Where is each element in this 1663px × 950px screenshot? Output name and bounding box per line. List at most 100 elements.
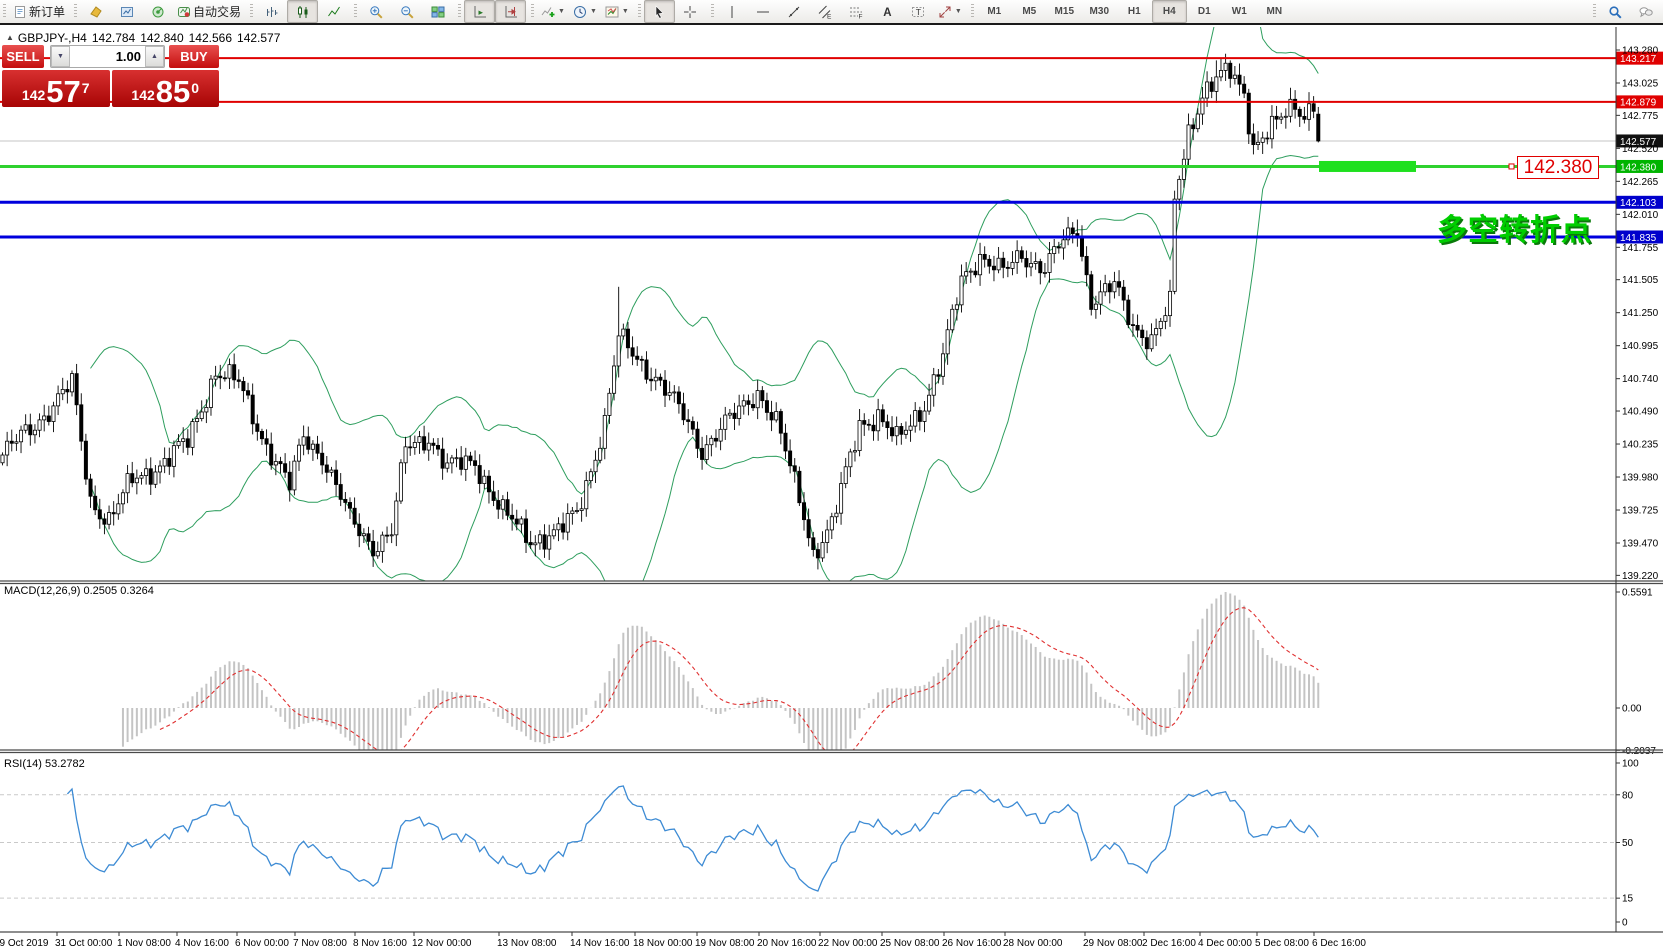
autotrading-button-label: 自动交易 [193, 5, 242, 19]
tf-m15-button[interactable]: M15 [1054, 6, 1074, 17]
svg-text:5 Dec 08:00: 5 Dec 08:00 [1255, 938, 1309, 949]
svg-text:142.879: 142.879 [1620, 98, 1657, 109]
tile-windows-button[interactable] [422, 0, 453, 23]
chat-icon [1639, 5, 1653, 19]
open-value: 142.784 [91, 31, 136, 45]
text-label-button[interactable]: T [903, 0, 934, 23]
svg-text:139.220: 139.220 [1622, 571, 1659, 582]
svg-text:140.995: 140.995 [1622, 341, 1659, 352]
tf-h4-button[interactable]: H4 [1151, 0, 1187, 23]
svg-text:141.250: 141.250 [1622, 308, 1659, 319]
auto-scroll-button[interactable] [464, 0, 496, 23]
svg-text:8 Nov 16:00: 8 Nov 16:00 [353, 938, 407, 949]
price-badge [1616, 51, 1663, 65]
buy-price-panel[interactable]: 142 85 0 [111, 70, 219, 107]
tf-h1-button[interactable]: H1 [1127, 6, 1141, 17]
svg-text:0.00: 0.00 [1622, 704, 1642, 715]
line-chart-button[interactable] [318, 0, 349, 23]
svg-text:12 Nov 00:00: 12 Nov 00:00 [412, 938, 472, 949]
periods-button[interactable]: ▼ [569, 0, 601, 23]
high-value: 142.840 [140, 31, 184, 45]
sell-price-panel[interactable]: 142 57 7 [2, 70, 110, 107]
price-level-flag[interactable]: 142.380 [1517, 156, 1599, 179]
volume-stepper: ▼ ▲ [50, 45, 165, 68]
zoom-in-button[interactable] [360, 0, 391, 23]
arrows-button[interactable]: ▼ [934, 0, 966, 23]
channel-button[interactable]: E [810, 0, 841, 23]
search-button[interactable] [1599, 0, 1630, 23]
svg-text:0.5591: 0.5591 [1622, 587, 1653, 598]
templates-button[interactable]: ▼ [601, 0, 633, 23]
bollinger-lower-band [90, 154, 1319, 581]
shift-icon [504, 5, 518, 19]
turning-point-annotation[interactable]: 多空转折点 [1437, 214, 1592, 247]
price-badge [1616, 95, 1663, 109]
tf-w1-button[interactable]: W1 [1231, 6, 1247, 17]
svg-text:20 Nov 16:00: 20 Nov 16:00 [757, 938, 817, 949]
signals-button[interactable] [142, 0, 173, 23]
bar-chart-button[interactable] [256, 0, 287, 23]
market-watch-button[interactable] [111, 0, 142, 23]
svg-text:6 Dec 16:00: 6 Dec 16:00 [1312, 938, 1366, 949]
tf-mn-button[interactable]: MN [1266, 6, 1283, 17]
autotrading-button[interactable]: 自动交易 [173, 0, 245, 23]
chart-title: ▲ GBPJPY-,H4 142.784 142.840 142.566 142.577 [6, 31, 280, 45]
svg-text:29 Oct 2019: 29 Oct 2019 [0, 938, 49, 949]
chart-shift-button[interactable] [495, 0, 527, 23]
dropdown-arrow-icon[interactable]: ▼ [621, 8, 629, 15]
svg-text:142.380: 142.380 [1620, 162, 1657, 173]
new-order-button[interactable]: 新订单 [9, 0, 69, 23]
price-badge [1616, 230, 1663, 244]
svg-text:15: 15 [1622, 894, 1634, 905]
buy-button[interactable]: BUY [169, 45, 219, 68]
volume-increase-button[interactable]: ▲ [145, 46, 164, 67]
svg-text:142.577: 142.577 [1620, 137, 1657, 148]
svg-text:T: T [916, 7, 921, 17]
tf-m5-button[interactable]: M5 [1022, 6, 1037, 17]
svg-text:142.520: 142.520 [1622, 144, 1659, 155]
sell-price-point: 7 [81, 80, 90, 96]
metaeditor-button[interactable] [80, 0, 111, 23]
sell-button[interactable]: SELL [2, 45, 44, 68]
volume-decrease-button[interactable]: ▼ [51, 46, 70, 67]
svg-text:141.755: 141.755 [1622, 243, 1659, 254]
cursor-button[interactable] [643, 0, 675, 23]
sell-price-whole: 142 [21, 87, 46, 103]
highlight-rectangle[interactable] [1319, 160, 1416, 172]
current-price-badge [1616, 134, 1663, 148]
price-axis: 143.280 143.025 142.775 142.520 142.265 142.0… [1616, 46, 1659, 582]
dropdown-arrow-icon[interactable]: ▼ [954, 8, 962, 15]
arrows-icon [938, 5, 952, 19]
svg-text:142.775: 142.775 [1622, 111, 1659, 122]
textA-icon: A [880, 5, 894, 19]
bars-icon [265, 5, 279, 19]
trendline-button[interactable] [779, 0, 810, 23]
chart-window: 143.217 142.879 142.380 142.103 141.835 142.5… [0, 27, 1663, 950]
tf-m30-button[interactable]: M30 [1089, 6, 1109, 17]
macd-pane-label: MACD(12,26,9) 0.2505 0.3264 [4, 585, 154, 597]
crosshair-button[interactable] [675, 0, 706, 23]
text-button[interactable]: A [872, 0, 903, 23]
fibonacci-button[interactable]: F [841, 0, 872, 23]
svg-text:26 Nov 16:00: 26 Nov 16:00 [942, 938, 1002, 949]
chat-button[interactable] [1630, 0, 1661, 23]
dropdown-arrow-icon[interactable]: ▼ [589, 8, 597, 15]
price-badge [1616, 195, 1663, 209]
zoom-out-button[interactable] [391, 0, 422, 23]
volume-input[interactable] [70, 46, 145, 67]
toolbar-group: 自动交易 [71, 0, 247, 23]
indicators-button[interactable]: ▼ [537, 0, 569, 23]
toolbar-group: ▼ ▼ ▼ [528, 0, 635, 23]
candles-icon [296, 5, 310, 19]
collapse-arrow-icon[interactable]: ▲ [6, 33, 14, 42]
tf-d1-button[interactable]: D1 [1197, 6, 1211, 17]
candle-chart-button[interactable] [287, 0, 319, 23]
bluewin-icon [120, 5, 134, 19]
horizontal-line-button[interactable] [748, 0, 779, 23]
tf-m1-button[interactable]: M1 [987, 6, 1002, 17]
cross-icon [683, 5, 697, 19]
vertical-line-button[interactable] [717, 0, 748, 23]
dropdown-arrow-icon[interactable]: ▼ [558, 8, 565, 15]
svg-text:25 Nov 08:00: 25 Nov 08:00 [880, 938, 940, 949]
svg-text:142.010: 142.010 [1622, 210, 1659, 221]
